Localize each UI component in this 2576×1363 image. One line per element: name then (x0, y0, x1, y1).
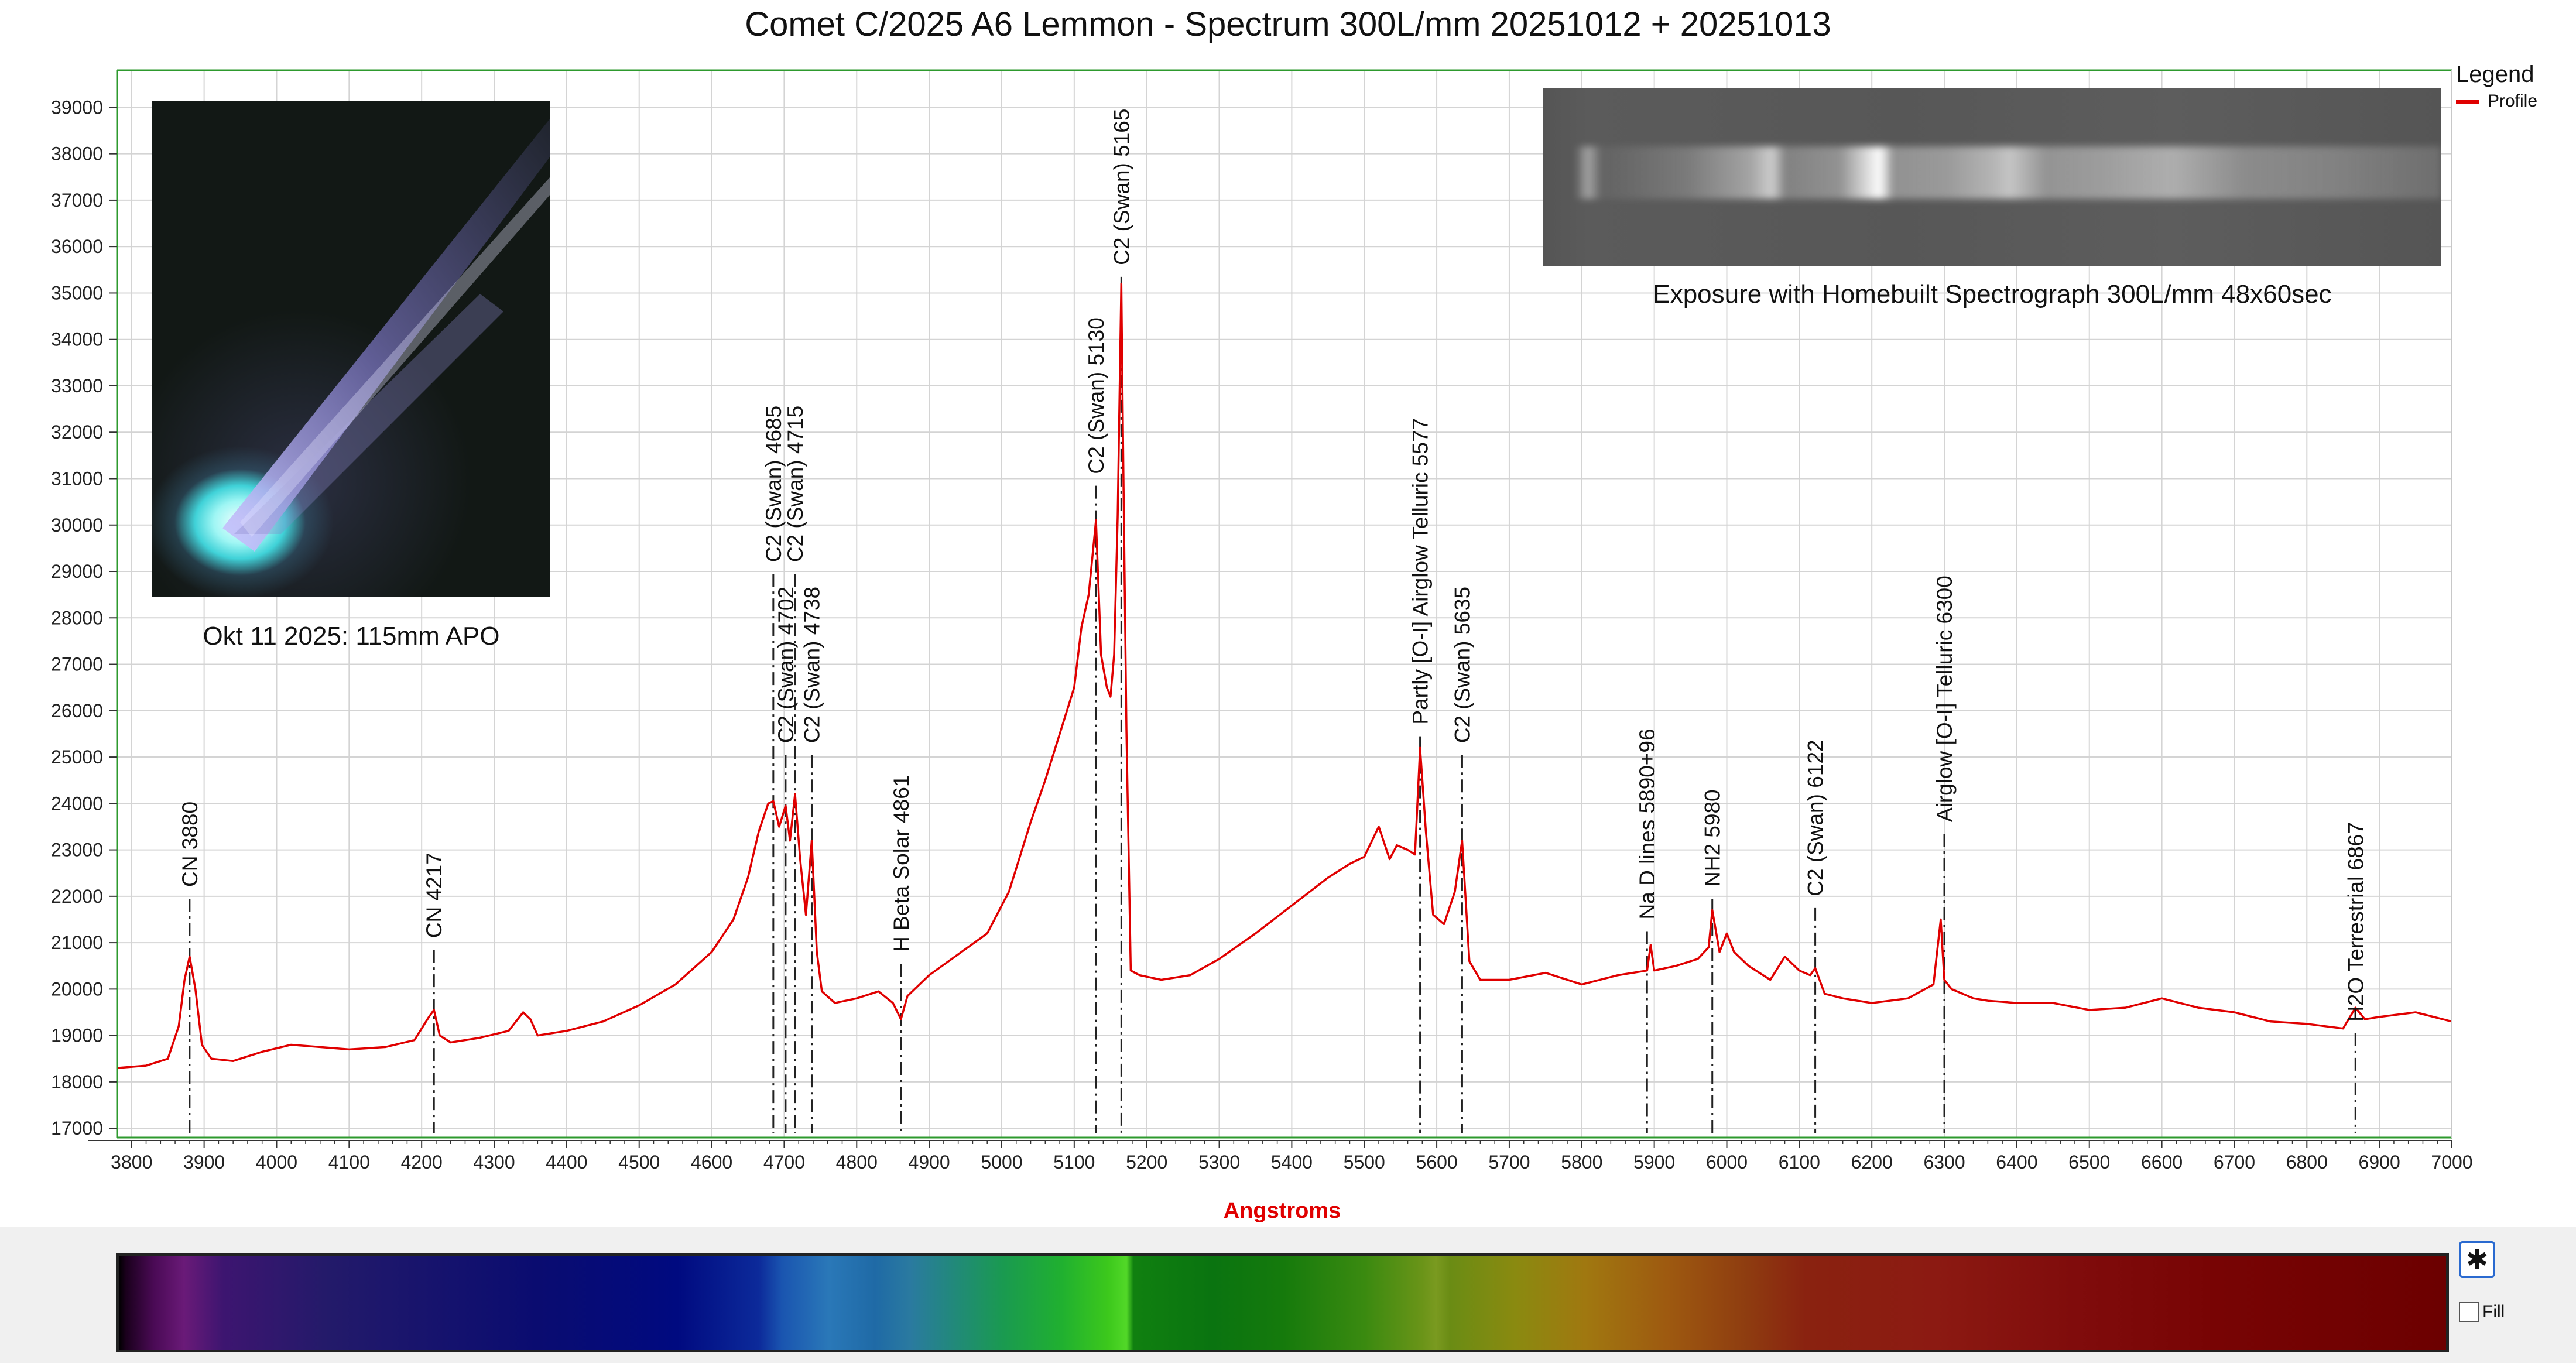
x-tick-label: 3900 (183, 1152, 225, 1173)
x-tick-label: 5300 (1198, 1152, 1240, 1173)
marker-label: C2 (Swan) 5165 (1109, 109, 1133, 265)
comet-photo-inset (152, 101, 550, 597)
chart-title: Comet C/2025 A6 Lemmon - Spectrum 300L/m… (745, 5, 1831, 43)
y-tick-label: 34000 (51, 329, 103, 350)
x-tick-label: 5100 (1053, 1152, 1095, 1173)
y-tick-label: 18000 (51, 1071, 103, 1093)
y-tick-label: 19000 (51, 1025, 103, 1046)
x-tick-label: 5400 (1271, 1152, 1313, 1173)
x-tick-label: 3800 (111, 1152, 152, 1173)
marker-label: H Beta Solar 4861 (889, 775, 913, 952)
x-tick-label: 5900 (1633, 1152, 1675, 1173)
axes: 3800 3900 4000 4100 4200 4300 4400 4500 4600 4700… (51, 69, 2473, 1173)
marker-label: C2 (Swan) 5635 (1450, 587, 1474, 743)
x-tick-label: 4700 (763, 1152, 805, 1173)
x-tick-label: 6900 (2359, 1152, 2400, 1173)
x-tick-label: 6100 (1779, 1152, 1820, 1173)
marker-label: Na D lines 5890+96 (1635, 728, 1659, 919)
y-tick-label: 24000 (51, 793, 103, 814)
x-tick-label: 4300 (473, 1152, 515, 1173)
x-tick-label: 5800 (1561, 1152, 1602, 1173)
x-tick-label: 5500 (1344, 1152, 1385, 1173)
x-tick-label: 5000 (981, 1152, 1022, 1173)
fill-option[interactable]: Fill (2459, 1302, 2505, 1322)
x-tick-label: 5200 (1126, 1152, 1167, 1173)
x-tick-label: 6700 (2214, 1152, 2255, 1173)
y-tick-label: 25000 (51, 746, 103, 768)
marker-label: C2 (Swan) 5130 (1084, 317, 1108, 474)
y-tick-label: 33000 (51, 375, 103, 396)
x-tick-label: 4400 (546, 1152, 587, 1173)
x-tick-label: 4900 (909, 1152, 950, 1173)
y-tick-label: 38000 (51, 143, 103, 165)
marker-label: CN 4217 (422, 852, 446, 938)
x-tick-label: 6800 (2286, 1152, 2328, 1173)
y-tick-label: 31000 (51, 468, 103, 489)
x-tick-label: 5700 (1488, 1152, 1530, 1173)
photo-caption: Okt 11 2025: 115mm APO (203, 622, 500, 650)
y-tick-label: 32000 (51, 422, 103, 443)
color-spectrum-strip (116, 1253, 2449, 1352)
y-tick-label: 36000 (51, 236, 103, 257)
x-tick-label: 7000 (2431, 1152, 2472, 1173)
x-tick-label: 4600 (691, 1152, 732, 1173)
marker-label: C2 (Swan) 4702 (774, 587, 798, 743)
y-tick-label: 21000 (51, 932, 103, 953)
x-tick-label: 6500 (2068, 1152, 2110, 1173)
y-tick-label: 27000 (51, 654, 103, 675)
raw-spectrum-exposure-inset (1543, 88, 2441, 266)
raw-spectrum-band (1543, 146, 2441, 199)
legend-swatch (2456, 99, 2479, 104)
marker-label: C2 (Swan) 4685 (762, 406, 786, 562)
y-tick-label: 37000 (51, 190, 103, 211)
profile-series-line (117, 282, 2452, 1069)
x-tick-label: 6600 (2141, 1152, 2183, 1173)
exposure-caption: Exposure with Homebuilt Spectrograph 300… (1653, 280, 2332, 309)
legend-item-profile: Profile (2456, 91, 2573, 111)
marker-label: Partly [O-I] Airglow Telluric 5577 (1409, 418, 1433, 725)
x-tick-label: 4800 (836, 1152, 878, 1173)
x-tick-label: 6300 (1923, 1152, 1965, 1173)
y-tick-label: 20000 (51, 978, 103, 999)
legend-title: Legend (2456, 61, 2534, 87)
legend: Legend Profile (2456, 61, 2573, 126)
fill-checkbox[interactable] (2459, 1302, 2479, 1322)
fill-label: Fill (2482, 1302, 2505, 1321)
marker-label: NH2 5980 (1701, 789, 1725, 887)
y-tick-label: 28000 (51, 607, 103, 628)
marker-label: H2O Terrestrial 6867 (2344, 822, 2368, 1022)
marker-label: CN 3880 (178, 802, 202, 887)
y-tick-label: 17000 (51, 1118, 103, 1139)
y-tick-label: 23000 (51, 840, 103, 861)
x-tick-label: 4100 (328, 1152, 370, 1173)
legend-label: Profile (2488, 91, 2538, 111)
y-tick-label: 26000 (51, 700, 103, 721)
x-tick-label: 4000 (256, 1152, 297, 1173)
y-tick-label: 29000 (51, 561, 103, 582)
x-axis-label: Angstroms (1224, 1198, 1341, 1223)
y-tick-label: 22000 (51, 886, 103, 907)
marker-label: C2 (Swan) 4715 (783, 406, 807, 562)
x-tick-label: 4200 (401, 1152, 443, 1173)
x-tick-label: 4500 (618, 1152, 660, 1173)
marker-label: Airglow [O-I] Telluric 6300 (1933, 576, 1957, 822)
x-tick-label: 6000 (1706, 1152, 1748, 1173)
marker-label: C2 (Swan) 4738 (800, 587, 824, 743)
x-tick-label: 6400 (1996, 1152, 2037, 1173)
marker-label: C2 (Swan) 6122 (1804, 739, 1828, 896)
x-tick-label: 6200 (1851, 1152, 1893, 1173)
y-tick-label: 30000 (51, 515, 103, 536)
y-tick-label: 35000 (51, 282, 103, 303)
gear-icon[interactable]: ✱ (2459, 1241, 2495, 1278)
y-tick-label: 39000 (51, 97, 103, 118)
x-tick-label: 5600 (1416, 1152, 1457, 1173)
